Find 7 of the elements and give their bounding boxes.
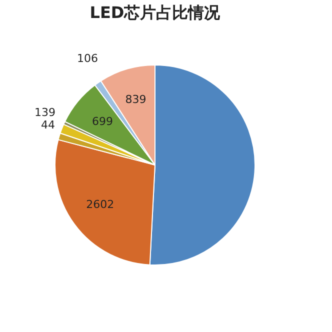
- data-label: 699: [92, 114, 113, 128]
- data-label: 106: [77, 52, 98, 66]
- data-label: 44: [40, 118, 55, 132]
- data-label: 2602: [86, 198, 114, 212]
- data-label: 839: [125, 92, 146, 106]
- chart-title: LED芯片占比情况: [90, 3, 222, 22]
- data-label: 139: [34, 106, 56, 120]
